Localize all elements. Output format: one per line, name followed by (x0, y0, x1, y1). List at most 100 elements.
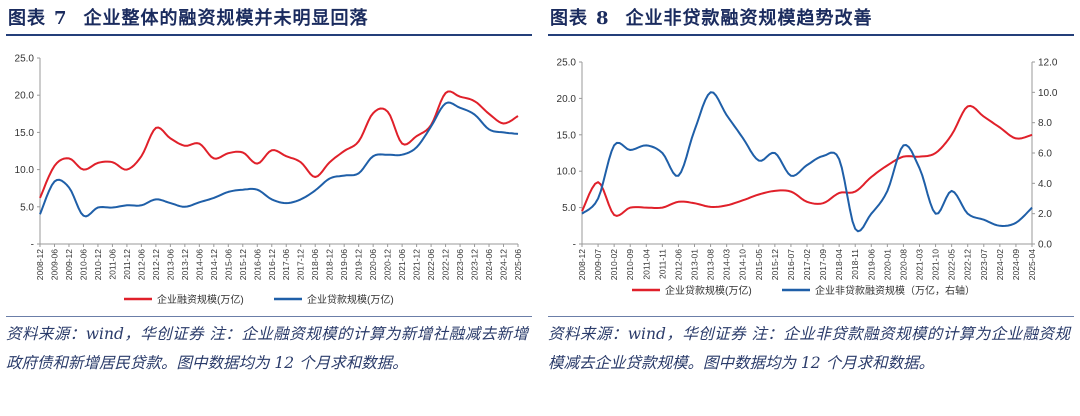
x-tick-label: 2021-12 (412, 249, 422, 280)
x-tick-label: 2013-01 (690, 249, 700, 280)
y-right-tick-label: 12.0 (1038, 58, 1058, 69)
x-tick-label: 2013-08 (706, 249, 716, 280)
x-tick-label: 2016-07 (786, 249, 796, 280)
y-tick-label: 5.0 (20, 202, 34, 213)
y-tick-label: 25.0 (15, 54, 35, 65)
x-tick-label: 2020-06 (368, 249, 378, 280)
x-tick-label: 2012-06 (136, 249, 146, 280)
figure-8-panel: 图表 8 企业非贷款融资规模趋势改善 - 5.0 10.0 15.0 20.0 25.0 0.0… (548, 0, 1074, 416)
figure-title: 图表 7 企业整体的融资规模并未明显回落 (8, 4, 369, 30)
x-tick-label: 2020-01 (882, 249, 892, 280)
x-tick-label: 2018-11 (850, 249, 860, 280)
x-tick-label: 2024-06 (484, 249, 494, 280)
x-tick-label: 2014-03 (722, 249, 732, 280)
x-tick-label: 2020-12 (383, 249, 393, 280)
legend-label: 企业贷款规模(万亿) (307, 293, 394, 306)
x-tick-label: 2011-06 (107, 249, 117, 280)
x-tick-label: 2025-04 (1027, 249, 1037, 280)
x-tick-label: 2016-12 (267, 249, 277, 280)
y-tick-label: - (31, 240, 34, 251)
y-tick-label: 10.0 (557, 167, 577, 178)
x-tick-label: 2024-12 (499, 249, 509, 280)
legend-label: 企业贷款规模(万亿) (665, 284, 752, 297)
y-tick-label: 15.0 (15, 128, 35, 139)
y-tick-label: 10.0 (15, 165, 35, 176)
figure-title-text: 企业非贷款融资规模趋势改善 (625, 8, 873, 29)
x-tick-label: 2021-10 (931, 249, 941, 280)
x-tick-label: 2014-06 (194, 249, 204, 280)
source-note: 资料来源：wind，华创证券 注：企业融资规模的计算为新增社融减去新增政府债和新… (6, 325, 528, 372)
x-tick-label: 2023-06 (455, 249, 465, 280)
x-tick-label: 2017-12 (296, 249, 306, 280)
x-tick-label: 2017-09 (818, 249, 828, 280)
y-tick-label: 25.0 (557, 58, 577, 69)
x-tick-label: 2018-04 (834, 249, 844, 280)
figure-label: 图表 (550, 8, 588, 29)
series-line (39, 101, 519, 218)
x-tick-label: 2010-06 (78, 249, 88, 280)
x-tick-label: 2010-02 (609, 249, 619, 280)
figure-label: 图表 (8, 8, 46, 29)
figure-number: 8 (596, 8, 610, 29)
x-tick-label: 2019-06 (339, 249, 349, 280)
y-right-tick-label: 0.0 (1038, 240, 1052, 251)
x-tick-label: 2014-12 (209, 249, 219, 280)
x-tick-label: 2016-06 (252, 249, 262, 280)
source-divider (548, 316, 1074, 317)
x-tick-label: 2022-12 (963, 249, 973, 280)
series-line (581, 91, 1033, 233)
legend-label: 企业融资规模(万亿) (157, 293, 244, 306)
x-tick-label: 2009-12 (64, 249, 74, 280)
y-right-tick-label: 6.0 (1038, 149, 1052, 160)
x-tick-label: 2024-02 (995, 249, 1005, 280)
y-right-tick-label: 8.0 (1038, 118, 1052, 129)
x-tick-label: 2018-06 (310, 249, 320, 280)
x-tick-label: 2015-06 (223, 249, 233, 280)
figure-title: 图表 8 企业非贷款融资规模趋势改善 (550, 4, 873, 30)
x-tick-label: 2015-12 (238, 249, 248, 280)
y-right-tick-label: 2.0 (1038, 209, 1052, 220)
x-tick-label: 2024-09 (1011, 249, 1021, 280)
x-tick-label: 2015-05 (754, 249, 764, 280)
y-tick-label: 20.0 (15, 91, 35, 102)
x-tick-label: 2008-12 (35, 249, 45, 280)
x-tick-label: 2023-12 (470, 249, 480, 280)
y-right-tick-label: 10.0 (1038, 88, 1058, 99)
figure-7-panel: 图表 7 企业整体的融资规模并未明显回落 - 5.0 10.0 15.0 20.0 25.0 2… (6, 0, 532, 416)
x-tick-label: 2017-06 (281, 249, 291, 280)
x-tick-label: 2011-04 (641, 249, 651, 280)
x-tick-label: 2019-06 (866, 249, 876, 280)
x-tick-label: 2018-12 (325, 249, 335, 280)
y-right-tick-label: 4.0 (1038, 179, 1052, 190)
x-tick-label: 2010-09 (625, 249, 635, 280)
x-tick-label: 2009-07 (593, 249, 603, 280)
x-tick-label: 2021-03 (915, 249, 925, 280)
title-divider (6, 34, 532, 36)
x-tick-label: 2015-12 (770, 249, 780, 280)
y-tick-label: 15.0 (557, 130, 577, 141)
x-tick-label: 2009-06 (49, 249, 59, 280)
x-tick-label: 2022-06 (426, 249, 436, 280)
source-divider (6, 316, 532, 317)
x-tick-label: 2008-12 (577, 249, 587, 280)
x-tick-label: 2010-12 (93, 249, 103, 280)
x-tick-label: 2012-06 (673, 249, 683, 280)
x-tick-label: 2022-05 (947, 249, 957, 280)
legend-label: 企业非贷款融资规模（万亿，右轴） (815, 284, 975, 297)
x-tick-label: 2013-12 (180, 249, 190, 280)
x-tick-label: 2011-11 (657, 249, 667, 279)
x-tick-label: 2020-08 (898, 249, 908, 280)
x-tick-label: 2014-10 (738, 249, 748, 280)
title-divider (548, 34, 1074, 36)
y-tick-label: - (573, 240, 576, 251)
x-tick-label: 2025-06 (513, 249, 523, 280)
x-tick-label: 2017-02 (802, 249, 812, 280)
figure-title-text: 企业整体的融资规模并未明显回落 (83, 8, 369, 29)
x-tick-label: 2021-06 (397, 249, 407, 280)
chart-7: - 5.0 10.0 15.0 20.0 25.0 2008-12 2009-06 2009-1… (15, 54, 523, 307)
source-note: 资料来源：wind，华创证券 注：企业非贷款融资规模的计算为企业融资规模减去企业… (548, 325, 1070, 372)
y-tick-label: 20.0 (557, 94, 577, 105)
chart-8: - 5.0 10.0 15.0 20.0 25.0 0.0 2.0 4.0 6.0 8.0 10.0 1… (557, 58, 1058, 298)
series-line (39, 90, 519, 199)
x-tick-label: 2013-06 (165, 249, 175, 280)
